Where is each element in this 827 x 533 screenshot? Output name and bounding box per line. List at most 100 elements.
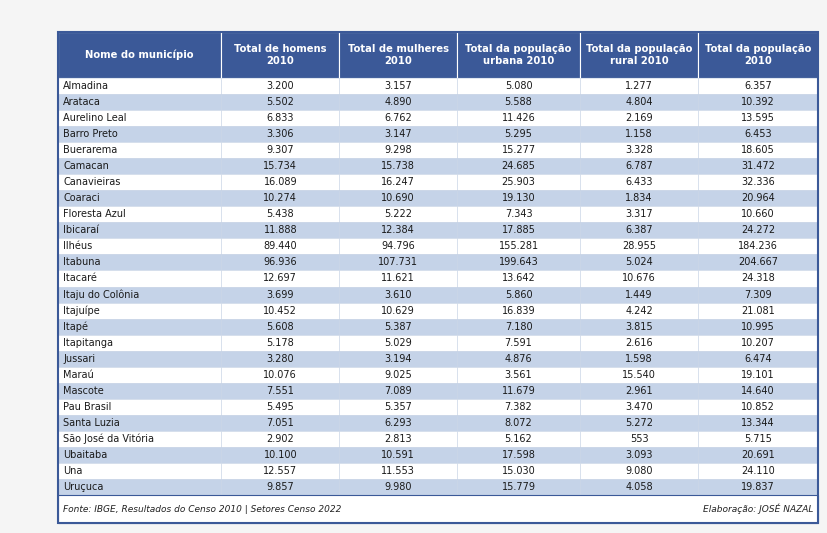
Text: 10.676: 10.676 [621, 273, 655, 284]
Bar [339, 399, 457, 415]
Text: 10.690: 10.690 [380, 193, 414, 203]
Text: 199.643: 199.643 [498, 257, 538, 268]
Bar [457, 335, 580, 351]
Bar [697, 94, 817, 110]
Bar [580, 463, 697, 479]
Bar [339, 126, 457, 142]
Text: Almadina: Almadina [63, 81, 109, 91]
Bar [697, 367, 817, 383]
Text: 1.834: 1.834 [624, 193, 652, 203]
Bar [697, 190, 817, 206]
Text: 24.110: 24.110 [740, 466, 774, 476]
Bar [457, 367, 580, 383]
Text: 107.731: 107.731 [378, 257, 418, 268]
Bar [697, 399, 817, 415]
Bar [697, 415, 817, 431]
Text: 6.762: 6.762 [384, 113, 412, 123]
Bar [339, 319, 457, 335]
Bar [221, 399, 339, 415]
Text: 10.591: 10.591 [380, 450, 414, 460]
Bar [58, 110, 221, 126]
Text: 19.837: 19.837 [740, 482, 774, 492]
Bar [457, 319, 580, 335]
Bar [58, 447, 221, 463]
Text: 5.495: 5.495 [266, 402, 294, 412]
Bar [339, 335, 457, 351]
Bar [339, 431, 457, 447]
Bar [339, 415, 457, 431]
Bar [221, 254, 339, 270]
Text: 15.030: 15.030 [501, 466, 535, 476]
Text: Itacaré: Itacaré [63, 273, 97, 284]
Text: 10.995: 10.995 [740, 321, 774, 332]
Text: Camacan: Camacan [63, 161, 108, 171]
Text: 13.595: 13.595 [740, 113, 774, 123]
Bar [580, 110, 697, 126]
Text: 5.295: 5.295 [504, 129, 532, 139]
Bar [58, 174, 221, 190]
Text: 7.051: 7.051 [266, 418, 294, 428]
Text: 3.194: 3.194 [384, 354, 411, 364]
Text: 204.667: 204.667 [737, 257, 777, 268]
Bar [221, 238, 339, 254]
Bar [580, 78, 697, 94]
Bar [457, 383, 580, 399]
Text: 5.387: 5.387 [384, 321, 412, 332]
Bar [339, 238, 457, 254]
Bar [697, 174, 817, 190]
Text: 2.169: 2.169 [624, 113, 652, 123]
Bar [339, 110, 457, 126]
Bar [58, 158, 221, 174]
Bar [58, 222, 221, 238]
Text: 5.357: 5.357 [384, 402, 412, 412]
Bar [339, 94, 457, 110]
Bar [457, 447, 580, 463]
Text: Fonte: IBGE, Resultados do Censo 2010 | Setores Censo 2022: Fonte: IBGE, Resultados do Censo 2010 | … [63, 505, 341, 513]
Text: 5.178: 5.178 [266, 337, 294, 348]
Bar [580, 206, 697, 222]
Bar [221, 142, 339, 158]
Text: Itaju do Colônia: Itaju do Colônia [63, 289, 139, 300]
Bar [697, 431, 817, 447]
Text: 3.610: 3.610 [384, 289, 411, 300]
Bar [58, 319, 221, 335]
Bar [580, 254, 697, 270]
Bar [580, 126, 697, 142]
Text: 12.697: 12.697 [263, 273, 297, 284]
Text: Itabuna: Itabuna [63, 257, 100, 268]
Bar [58, 287, 221, 303]
Text: 11.888: 11.888 [263, 225, 297, 236]
Bar [580, 431, 697, 447]
Text: 9.298: 9.298 [384, 145, 411, 155]
Text: 10.100: 10.100 [263, 450, 297, 460]
Bar [221, 335, 339, 351]
Bar [697, 142, 817, 158]
Text: Aurelino Leal: Aurelino Leal [63, 113, 127, 123]
Bar [58, 78, 221, 94]
Bar [58, 206, 221, 222]
Text: 17.598: 17.598 [501, 450, 535, 460]
Bar [221, 222, 339, 238]
Text: 9.980: 9.980 [384, 482, 411, 492]
Text: 11.553: 11.553 [380, 466, 414, 476]
Bar [457, 174, 580, 190]
Bar [58, 335, 221, 351]
Text: 6.293: 6.293 [384, 418, 411, 428]
Bar [58, 126, 221, 142]
Text: 7.382: 7.382 [504, 402, 532, 412]
Text: 24.272: 24.272 [740, 225, 774, 236]
Text: Floresta Azul: Floresta Azul [63, 209, 126, 219]
Text: 28.955: 28.955 [621, 241, 655, 252]
Text: Ubaitaba: Ubaitaba [63, 450, 108, 460]
Text: Total da população
2010: Total da população 2010 [704, 44, 810, 66]
Text: 5.080: 5.080 [504, 81, 532, 91]
Text: Maraú: Maraú [63, 370, 93, 379]
Bar [580, 287, 697, 303]
Text: 6.833: 6.833 [266, 113, 294, 123]
Text: 20.964: 20.964 [740, 193, 774, 203]
Text: 8.072: 8.072 [504, 418, 532, 428]
Bar [697, 222, 817, 238]
Text: 5.860: 5.860 [504, 289, 532, 300]
Text: 16.247: 16.247 [380, 177, 414, 187]
Bar [457, 158, 580, 174]
